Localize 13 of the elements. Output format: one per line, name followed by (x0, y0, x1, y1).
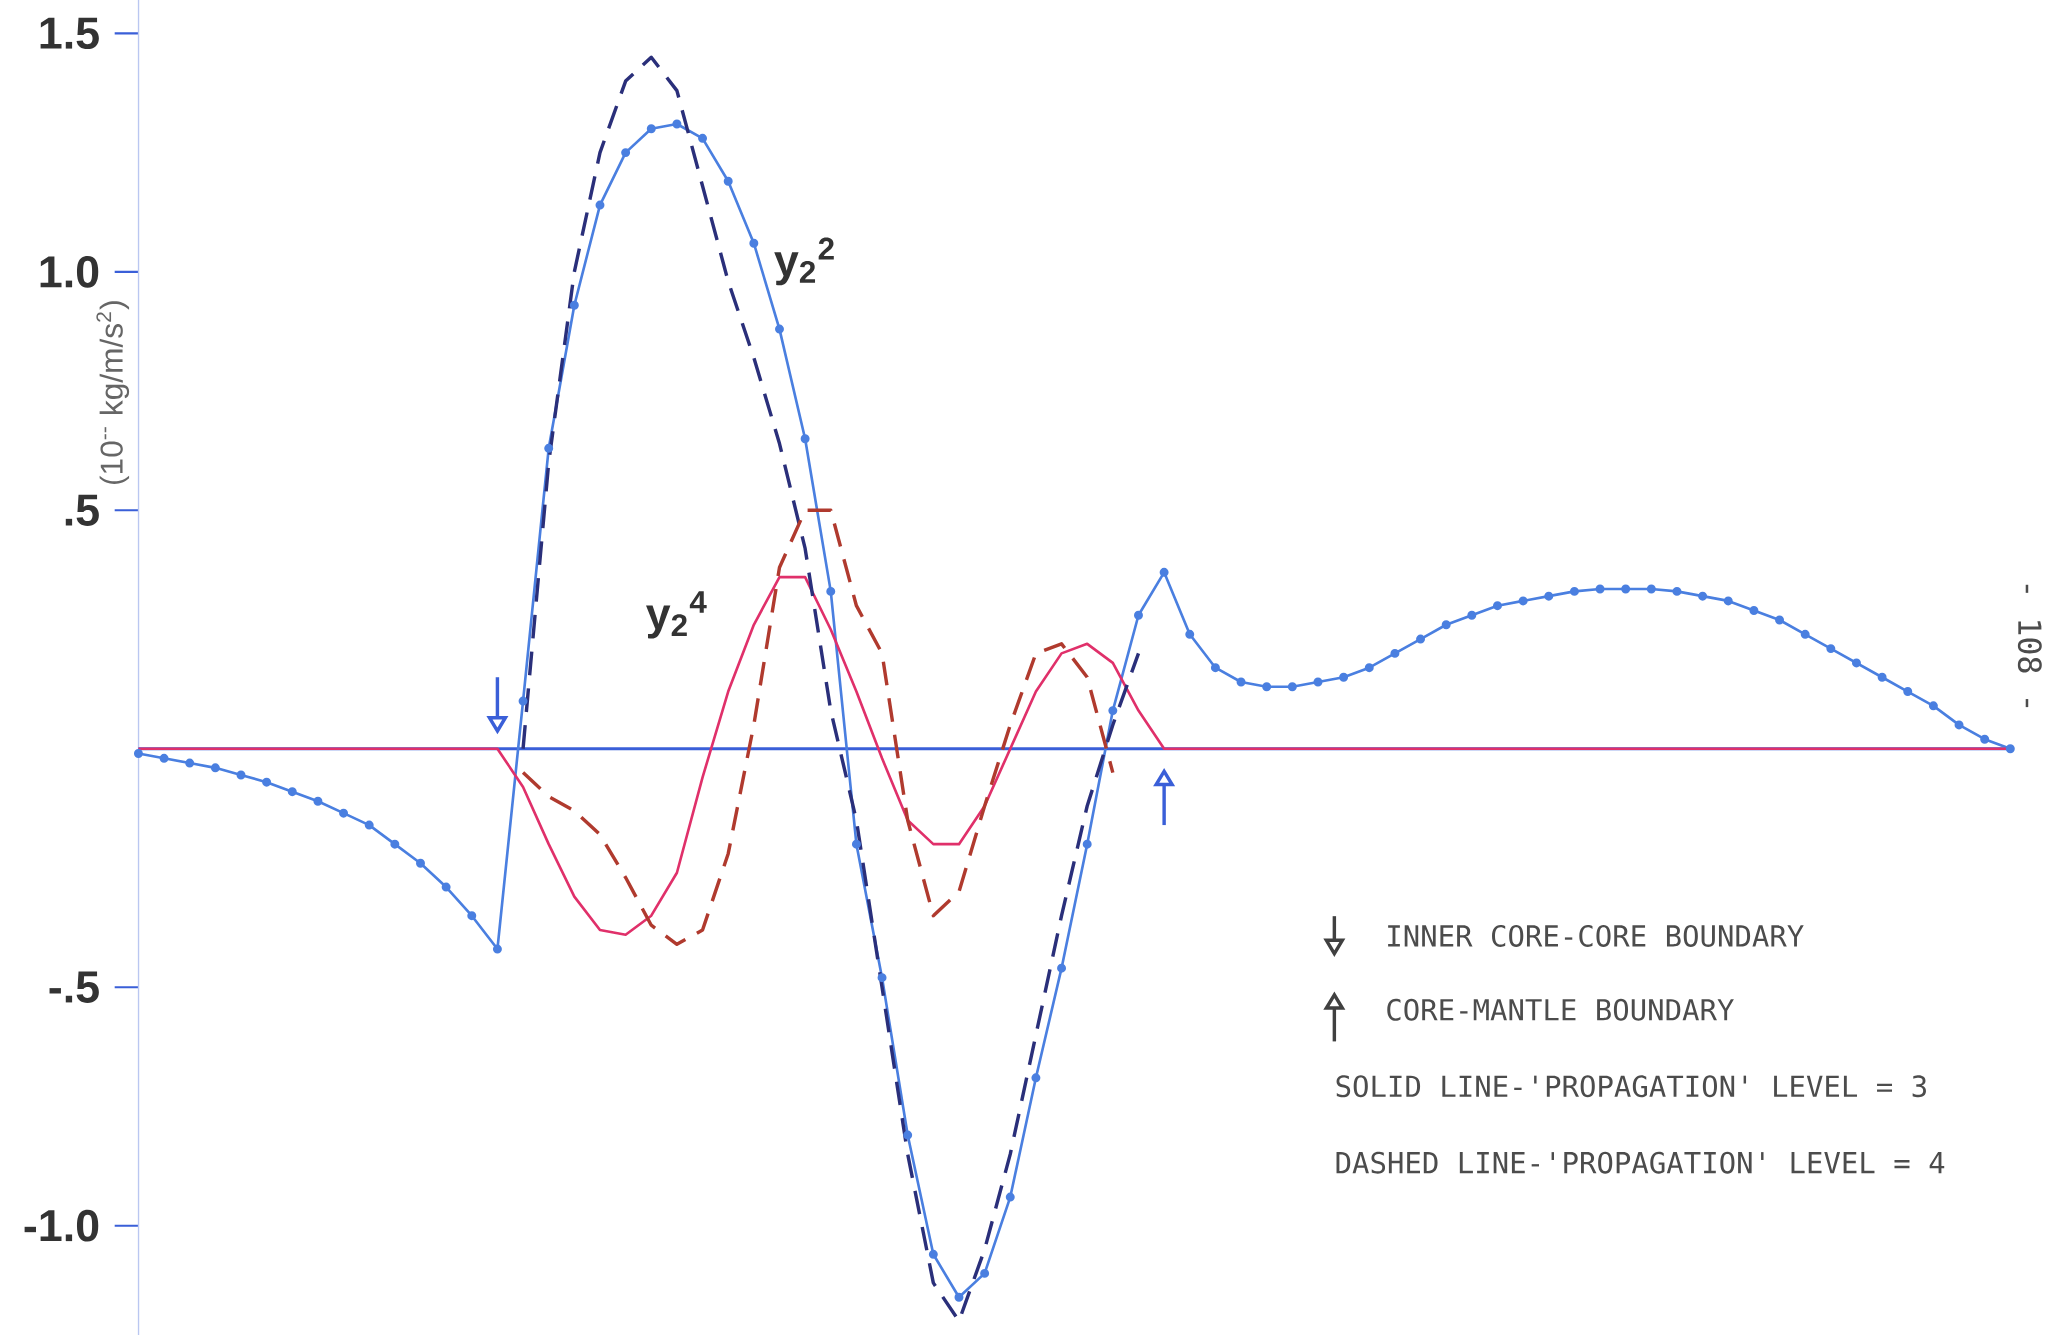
annotation: INNER CORE-CORE BOUNDARY (1388, 924, 1804, 947)
annotation: DASHED LINE-'PROPAGATION' LEVEL = 4 (1336, 1151, 1945, 1174)
series-label: y$_{2}$4 (646, 590, 707, 639)
y-tick-label: .5 (65, 494, 99, 526)
y-tick-label: 1.5 (40, 17, 99, 49)
y-tick-label: 1.0 (40, 255, 99, 288)
series-label: y$_{2}$2 (774, 237, 834, 286)
y-tick-label: -1.0 (24, 1209, 99, 1242)
text: - 108 - (2017, 584, 2042, 707)
y-axis-title: (10$^{--}$ kg/m/s$^{2}$) (96, 301, 130, 484)
annotation: CORE-MANTLE BOUNDARY (1387, 998, 1734, 1021)
annotation: SOLID LINE-'PROPAGATION' LEVEL = 3 (1336, 1075, 1926, 1098)
y-tick-label: -.5 (49, 971, 99, 1003)
